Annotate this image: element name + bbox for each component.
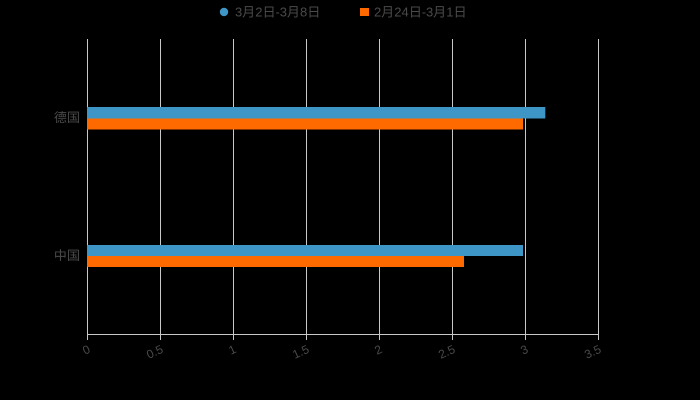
svg-text:2月24日-3月1日: 2月24日-3月1日 [374,5,466,20]
svg-text:中国: 中国 [54,248,80,263]
svg-text:德国: 德国 [54,110,80,125]
svg-text:3月2日-3月8日: 3月2日-3月8日 [235,5,320,20]
